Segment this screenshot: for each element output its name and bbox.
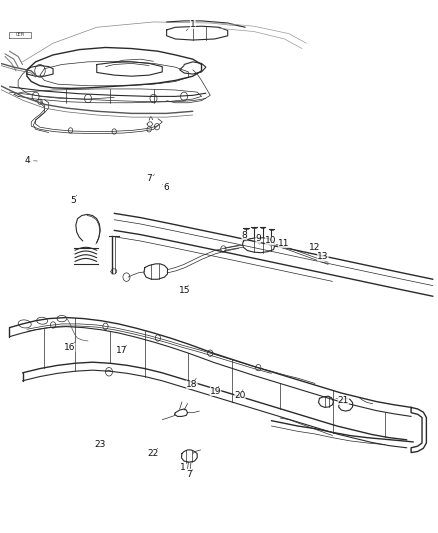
Text: 13: 13 [317, 253, 328, 261]
Text: 15: 15 [179, 286, 191, 295]
Text: 22: 22 [147, 449, 158, 458]
Text: 5: 5 [70, 196, 76, 205]
Text: 11: 11 [278, 239, 290, 248]
Text: 19: 19 [210, 387, 221, 396]
Text: 23: 23 [95, 440, 106, 449]
Text: 12: 12 [309, 244, 321, 253]
Text: 1: 1 [190, 20, 196, 29]
Text: 7: 7 [146, 174, 152, 183]
Text: 21: 21 [338, 396, 349, 405]
Text: OEM: OEM [16, 32, 24, 37]
Text: 10: 10 [265, 237, 276, 246]
Text: 1: 1 [180, 463, 186, 472]
Text: 7: 7 [187, 471, 192, 479]
Text: 18: 18 [186, 380, 198, 389]
Text: 17: 17 [117, 346, 128, 355]
Text: 4: 4 [24, 156, 30, 165]
Text: 20: 20 [234, 391, 246, 400]
Text: 9: 9 [255, 235, 261, 244]
Text: 16: 16 [64, 343, 75, 352]
Text: 6: 6 [164, 183, 170, 192]
Text: 8: 8 [241, 231, 247, 240]
